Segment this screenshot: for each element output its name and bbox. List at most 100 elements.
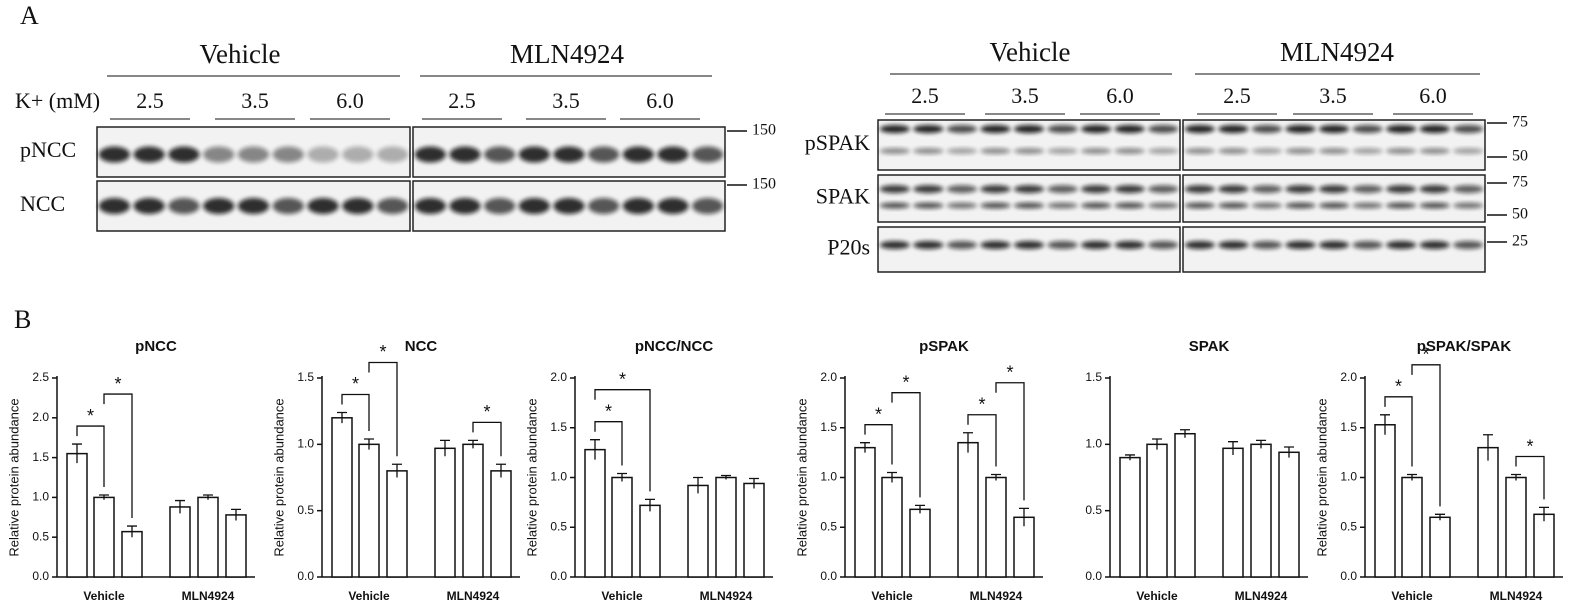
blot-band [1047, 185, 1078, 194]
bar [1477, 446, 1499, 578]
blot-band [879, 202, 910, 209]
bar [1146, 443, 1168, 578]
blot-band [1453, 125, 1484, 133]
blot-band [622, 146, 654, 163]
blot-band [913, 125, 944, 133]
bar [743, 482, 765, 578]
y-axis-label: Relative protein abundance [271, 398, 286, 556]
y-tick-label: 0.5 [297, 503, 314, 517]
concentration-label: 6.0 [336, 88, 364, 113]
y-tick-label: 1.0 [297, 437, 314, 451]
y-tick-label: 1.5 [32, 450, 49, 464]
blot-band [1218, 241, 1249, 249]
y-tick-label: 1.5 [820, 420, 837, 434]
blot-band [1148, 148, 1179, 154]
y-tick-label: 2.0 [32, 410, 49, 424]
error-bar [721, 474, 731, 480]
blot-band [1318, 125, 1350, 133]
significance-label: * [978, 394, 985, 414]
concentration-label: 3.5 [552, 88, 580, 113]
error-bar [1228, 441, 1238, 455]
bar [225, 514, 247, 578]
k-label: K+ (mM) [15, 88, 100, 113]
blot-band [1184, 241, 1215, 249]
blot-band [1285, 125, 1316, 133]
error-bar [1435, 513, 1445, 521]
bar [881, 476, 903, 578]
error-bar [203, 494, 213, 500]
blot-band [946, 202, 977, 209]
y-axis-label: Relative protein abundance [524, 398, 539, 556]
bar [1533, 513, 1555, 578]
row-label: pNCC [20, 137, 76, 162]
blot-band [1013, 125, 1045, 133]
y-tick-label: 1.5 [1085, 370, 1102, 384]
significance-bracket [1515, 455, 1545, 500]
blot-band [1148, 241, 1179, 249]
marker-label: 75 [1512, 114, 1528, 131]
blot-band [946, 185, 977, 194]
blot-band [879, 148, 910, 154]
blot-band [588, 198, 620, 214]
significance-label: * [352, 374, 359, 394]
marker-label: 150 [752, 176, 776, 193]
bar [331, 417, 353, 578]
blot-band [913, 185, 944, 194]
bar [197, 496, 219, 578]
y-tick-label: 0.0 [820, 569, 837, 583]
chart-title: NCC [405, 338, 438, 355]
y-axis-label: Relative protein abundance [1314, 398, 1329, 556]
blot-band [1251, 125, 1282, 133]
blot-band [133, 146, 165, 163]
significance-label: * [379, 342, 386, 362]
blot-band [1386, 148, 1417, 154]
x-tick-label: Vehicle [1136, 589, 1178, 603]
error-bar [99, 494, 109, 500]
blot-band [1148, 185, 1179, 194]
blot-band [272, 198, 304, 214]
significance-bracket [1384, 396, 1413, 467]
blot-band [879, 125, 910, 133]
blot-frame [877, 174, 1181, 223]
blot-band [1148, 202, 1179, 209]
blot-frame [1182, 174, 1486, 223]
concentration-label: 6.0 [1419, 83, 1447, 108]
concentration-label: 3.5 [1319, 83, 1347, 108]
blot-band [1013, 148, 1045, 154]
blot-band [1184, 202, 1215, 209]
blot-band [518, 198, 550, 214]
row-label: pSPAK [805, 130, 870, 155]
marker-label: 50 [1512, 148, 1528, 165]
group-label: Vehicle [200, 39, 281, 69]
marker-label: 75 [1512, 174, 1528, 191]
blot-band [588, 146, 620, 163]
bar [584, 448, 606, 578]
blot-band [376, 198, 409, 214]
y-tick-label: 2.5 [32, 370, 49, 384]
bar [639, 504, 661, 578]
y-tick-label: 0.5 [1340, 519, 1357, 533]
bar [854, 446, 876, 578]
significance-label: * [1395, 377, 1402, 397]
blot-band [879, 241, 910, 249]
blot-band [1251, 148, 1282, 154]
blot-band [98, 146, 131, 163]
concentration-label: 2.5 [1223, 83, 1251, 108]
bar [490, 470, 512, 578]
error-bar [915, 504, 925, 514]
y-tick-label: 2.0 [550, 370, 567, 384]
x-tick-label: MLN4924 [182, 589, 235, 603]
x-tick-label: MLN4924 [700, 589, 753, 603]
blot-band [203, 198, 235, 214]
blot-band [1081, 185, 1112, 194]
error-bar [337, 411, 347, 424]
y-tick-label: 0.0 [32, 569, 49, 583]
blot-band [657, 198, 689, 214]
blot-band [1318, 185, 1350, 194]
blot-band [1047, 125, 1078, 133]
y-tick-label: 2.0 [1340, 370, 1357, 384]
bar [909, 508, 931, 578]
blot-band [980, 241, 1011, 249]
bar [121, 530, 143, 578]
